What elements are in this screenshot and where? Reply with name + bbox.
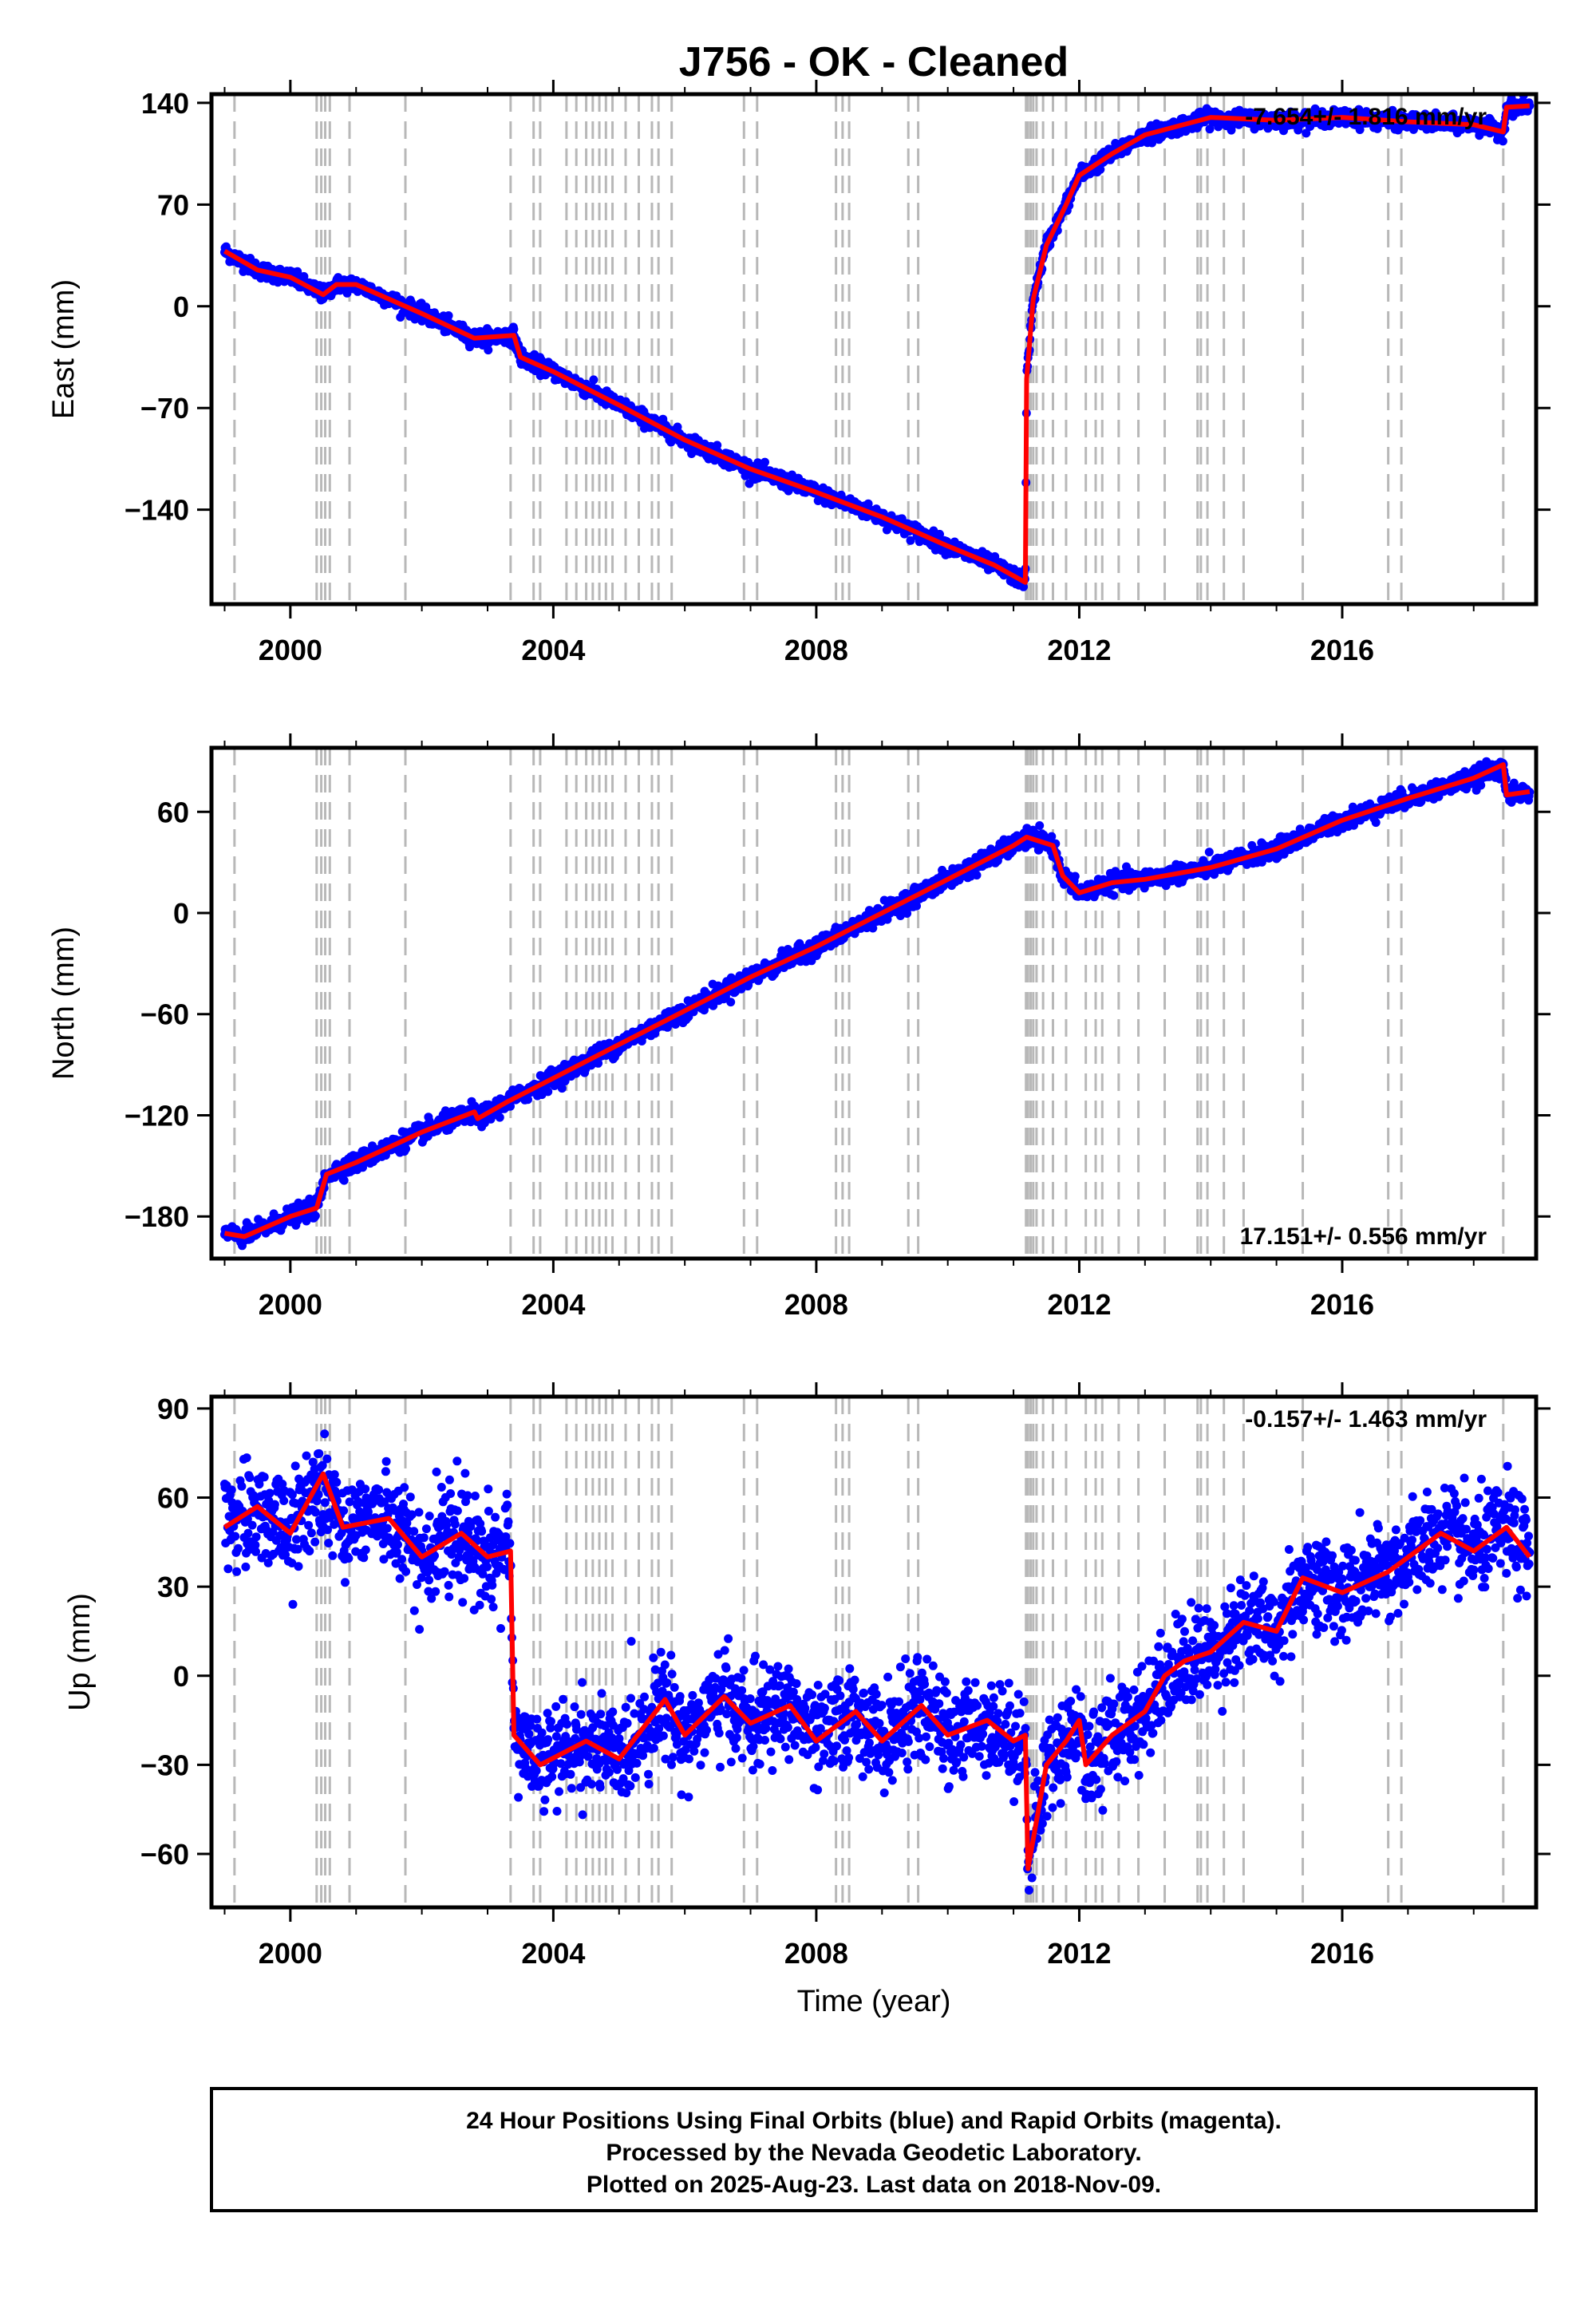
data-point — [1355, 125, 1365, 134]
data-point — [1204, 848, 1214, 857]
data-point — [543, 1087, 553, 1097]
data-point — [1109, 891, 1119, 900]
data-point — [1047, 832, 1057, 841]
data-point — [1111, 867, 1120, 876]
data-point — [299, 271, 309, 281]
y-tick-label: −140 — [124, 494, 189, 527]
x-tick-label: 2000 — [259, 634, 322, 666]
data-point — [1035, 821, 1045, 830]
data-point — [293, 267, 302, 276]
y-tick-label: −70 — [140, 392, 189, 425]
east-panel: 2000 2004 2008 2012 2016 −140 −70 0 70 140 East (m… — [47, 80, 1551, 666]
data-point — [863, 499, 873, 508]
data-point — [709, 1001, 718, 1010]
plot-area — [220, 94, 1535, 604]
plot-area — [220, 748, 1535, 1259]
data-point — [495, 1113, 504, 1122]
y-tick-label: 70 — [157, 188, 189, 221]
data-point — [444, 311, 453, 320]
data-point — [589, 375, 598, 385]
data-point — [1498, 136, 1507, 146]
data-point — [906, 536, 915, 545]
data-point — [557, 1084, 567, 1093]
data-point — [310, 1211, 320, 1220]
data-point — [484, 346, 493, 355]
data-point — [760, 457, 769, 467]
data-point — [912, 901, 921, 911]
y-tick-label: 0 — [173, 290, 189, 323]
data-point — [713, 441, 722, 450]
data-point — [401, 1144, 411, 1154]
y-axis-label: East (mm) — [47, 279, 81, 419]
data-point — [523, 1095, 532, 1105]
data-point — [339, 1176, 349, 1185]
panel-frame — [209, 92, 1539, 607]
data-point — [868, 923, 878, 933]
x-tick-label: 2012 — [1047, 634, 1111, 666]
data-point — [726, 998, 736, 1007]
x-tick-label: 2004 — [521, 634, 585, 666]
model-line — [223, 103, 1530, 585]
north-panel: 2000 2004 2008 2012 2016−180−120−60060North … — [47, 733, 1551, 1321]
data-point — [671, 1020, 680, 1029]
data-point — [972, 871, 982, 880]
x-tick-label: 2016 — [1310, 634, 1374, 666]
data-point — [1096, 164, 1105, 174]
data-point — [1205, 124, 1215, 134]
data-point — [509, 325, 519, 334]
data-point — [1070, 871, 1080, 881]
x-tick-label: 2008 — [784, 634, 848, 666]
data-point — [1448, 109, 1458, 119]
figure-title: J756 - OK - Cleaned — [679, 39, 1069, 85]
rate-label: -7.654+/- 1.816 mm/yr — [1245, 104, 1487, 130]
y-tick-label: 140 — [141, 87, 189, 120]
data-point — [1302, 128, 1311, 138]
